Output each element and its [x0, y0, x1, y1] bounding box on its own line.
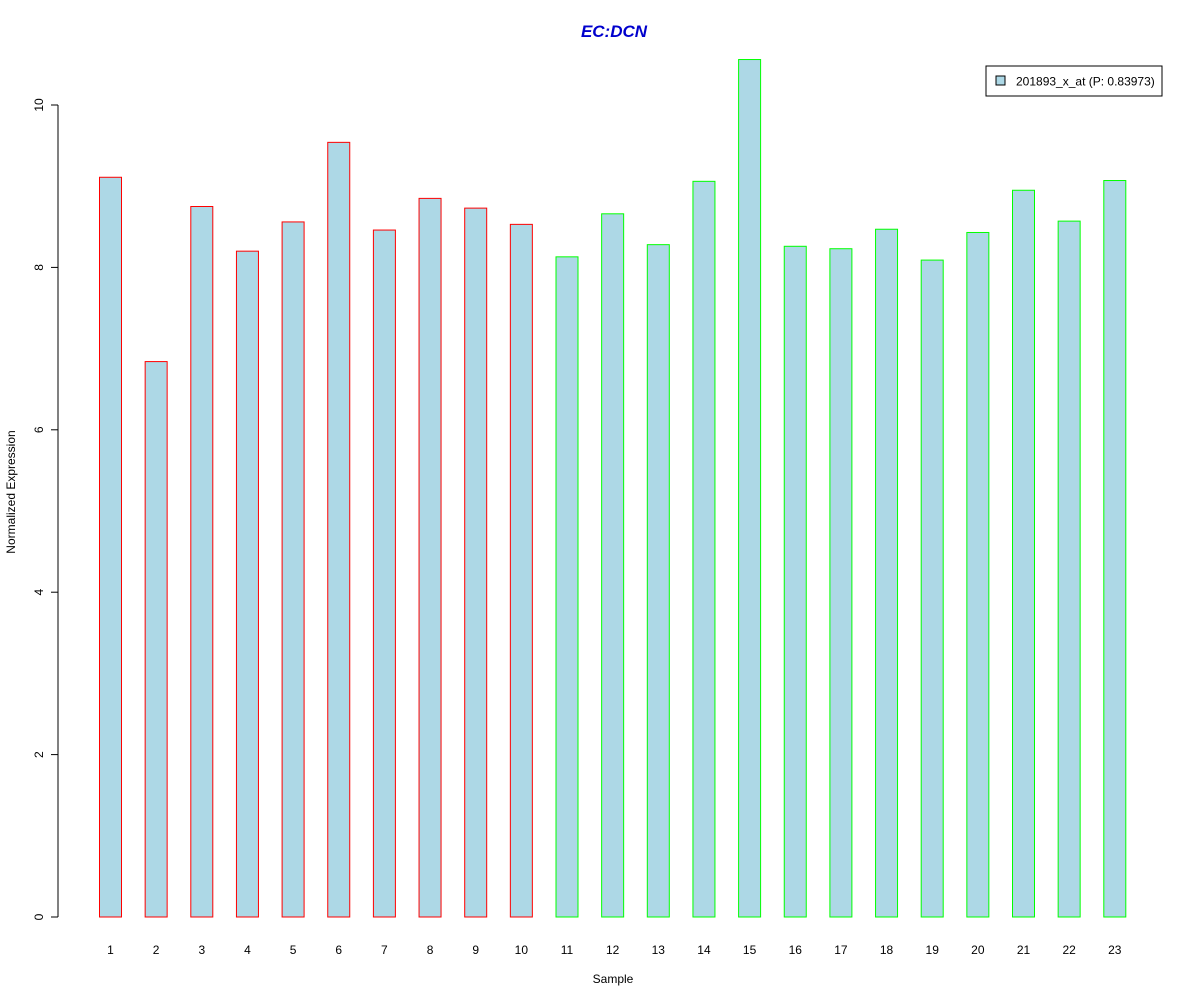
- bar-sample-18: [875, 228, 899, 918]
- x-tick-label: 2: [153, 943, 160, 957]
- x-tick-label: 11: [561, 943, 574, 957]
- bar-sample-14: [692, 180, 716, 918]
- x-tick-label: 6: [335, 943, 342, 957]
- y-tick-label: 0: [32, 913, 46, 920]
- y-axis-label: Normalized Expression: [4, 430, 18, 553]
- x-tick-label: 15: [743, 943, 757, 957]
- x-tick-label: 18: [880, 943, 894, 957]
- x-tick-label: 19: [926, 943, 940, 957]
- x-tick-label: 21: [1017, 943, 1031, 957]
- bar-sample-23: [1103, 180, 1127, 918]
- legend: 201893_x_at (P: 0.83973): [985, 65, 1163, 97]
- bar-sample-17: [829, 248, 853, 918]
- bar-sample-3: [190, 206, 214, 918]
- x-tick-label: 16: [789, 943, 803, 957]
- chart-title: EC:DCN: [581, 22, 648, 41]
- bars-group: [99, 59, 1127, 918]
- bar-sample-22: [1057, 220, 1081, 918]
- bar-sample-19: [920, 259, 944, 918]
- x-tick-label: 17: [834, 943, 848, 957]
- x-tick-label: 9: [472, 943, 479, 957]
- x-tick-label: 20: [971, 943, 985, 957]
- bar-sample-4: [235, 250, 259, 918]
- x-tick-label: 5: [290, 943, 297, 957]
- x-tick-label: 7: [381, 943, 388, 957]
- bar-sample-7: [372, 229, 396, 918]
- x-tick-label: 23: [1108, 943, 1122, 957]
- y-tick-label: 6: [32, 426, 46, 433]
- legend-swatch: [995, 75, 1006, 86]
- x-tick-label: 1: [107, 943, 114, 957]
- x-tick-label: 3: [198, 943, 205, 957]
- bar-sample-6: [327, 141, 351, 918]
- y-tick-label: 10: [32, 98, 46, 112]
- bar-sample-21: [1012, 189, 1035, 918]
- x-tick-label: 8: [427, 943, 434, 957]
- x-tick-label: 12: [606, 943, 620, 957]
- x-tick-label: 10: [515, 943, 529, 957]
- y-tick-label: 4: [32, 589, 46, 596]
- bar-sample-16: [783, 245, 807, 918]
- bar-sample-2: [144, 361, 168, 918]
- x-axis-tick-labels: 1 2 3 4 5 6 7 8 9 10 11 12 13 14 15 16 17 18 19 20 21 22 23: [107, 943, 1122, 957]
- bar-sample-15: [738, 59, 762, 918]
- legend-box: [985, 65, 1163, 97]
- bar-sample-9: [464, 207, 488, 918]
- x-tick-label: 4: [244, 943, 251, 957]
- bar-sample-12: [601, 213, 625, 918]
- bar-sample-5: [281, 221, 305, 918]
- legend-label: 201893_x_at (P: 0.83973): [1016, 75, 1155, 89]
- bar-sample-8: [418, 197, 442, 918]
- bar-sample-11: [555, 256, 579, 918]
- x-tick-label: 22: [1062, 943, 1076, 957]
- bar-sample-1: [99, 176, 122, 918]
- bar-sample-20: [966, 231, 990, 918]
- x-tick-label: 13: [652, 943, 666, 957]
- y-tick-label: 2: [32, 751, 46, 758]
- x-tick-label: 14: [697, 943, 711, 957]
- bar-sample-13: [646, 244, 670, 918]
- bar-sample-10: [509, 223, 533, 918]
- y-axis: 0 2 4 6 8 10: [32, 98, 59, 920]
- y-tick-label: 8: [32, 264, 46, 271]
- x-axis-label: Sample: [593, 972, 634, 986]
